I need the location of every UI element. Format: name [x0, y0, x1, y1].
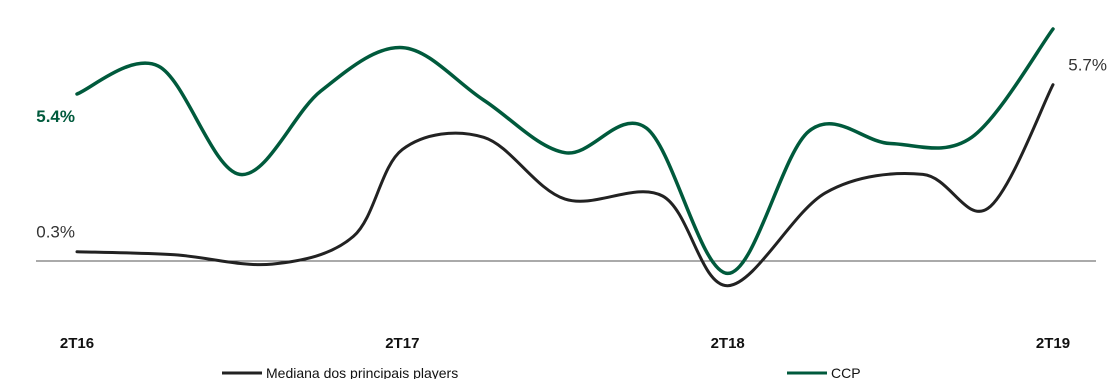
- series-line-ccp: [75, 27, 1055, 276]
- x-axis-ticks: 2T16 2T17 2T18 2T19: [60, 335, 1070, 352]
- x-tick-label: 2T17: [385, 335, 419, 352]
- data-labels-layer: 0.3% 5.7% 5.4% 7.5%: [36, 0, 1107, 242]
- data-label-ccp-0: 5.4%: [36, 107, 75, 126]
- legend: Mediana dos principais players CCP: [222, 365, 861, 379]
- x-tick-label: 2T16: [60, 335, 94, 352]
- x-tick-label: 2T18: [711, 335, 745, 352]
- data-label-ccp-12: 7.5%: [1044, 0, 1083, 3]
- data-label-mediana-0: 0.3%: [36, 223, 75, 242]
- data-label-mediana-12: 5.7%: [1068, 56, 1107, 75]
- legend-label-mediana: Mediana dos principais players: [266, 365, 458, 379]
- legend-label-ccp: CCP: [831, 365, 861, 379]
- series-layer: [75, 27, 1055, 288]
- series-line-mediana: [75, 83, 1055, 288]
- x-tick-label: 2T19: [1036, 335, 1070, 352]
